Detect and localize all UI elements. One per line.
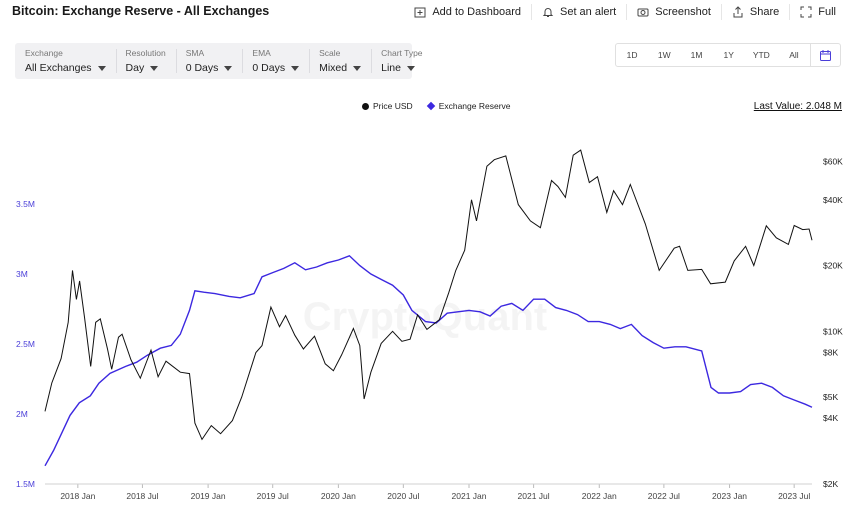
caret-down-icon [406,65,415,71]
left-tick-label: 1.5M [16,479,35,489]
diamond-marker-icon [426,101,435,111]
range-1m-button[interactable]: 1M [690,50,703,60]
set-alert-button[interactable]: Set an alert [530,4,626,20]
x-tick-label: 2019 Jan [191,491,226,501]
chart-canvas: CryptoQuant 2018 Jan 2018 Jul 2019 Jan 2019… [16,149,843,501]
page-title: Bitcoin: Exchange Reserve - All Exchange… [12,4,270,18]
exchange-select[interactable]: Exchange All Exchanges [15,43,116,79]
sma-select[interactable]: SMA 0 Days [175,43,243,79]
x-tick-label: 2018 Jul [126,491,158,501]
camera-icon [637,8,649,17]
header-bar: Bitcoin: Exchange Reserve - All Exchange… [0,0,850,24]
left-tick-label: 2.5M [16,339,35,349]
chart-type-select-label: Chart Type [381,48,423,58]
watermark: CryptoQuant [303,295,547,339]
circle-marker-icon [362,102,369,110]
exchange-select-label: Exchange [25,48,63,58]
left-tick-label: 3.5M [16,199,35,209]
scale-select-label: Scale [319,48,341,58]
resolution-select-value: Day [125,62,145,74]
right-tick-label: $5K [823,392,838,402]
add-to-dashboard-button[interactable]: Add to Dashboard [404,4,531,20]
x-axis: 2018 Jan 2018 Jul 2019 Jan 2019 Jul 2020 Jan… [45,483,812,501]
ema-select[interactable]: EMA 0 Days [242,43,309,79]
ema-select-label: EMA [252,48,271,58]
sma-select-value: 0 Days [185,62,219,74]
filter-bar: Exchange All Exchanges Resolution Day SM… [15,43,423,79]
series-line-exchange-reserve [44,254,813,467]
screenshot-label: Screenshot [655,6,711,18]
series-line-price-usd [44,149,813,441]
x-tick-label: 2020 Jul [387,491,419,501]
caret-down-icon [291,65,300,71]
resolution-select-label: Resolution [125,48,166,58]
x-tick-label: 2018 Jan [60,491,95,501]
right-tick-label: $10K [823,326,843,336]
fullscreen-label: Full [818,6,836,18]
chart-legend: Price USD Exchange Reserve [362,101,511,111]
caret-down-icon [353,65,362,71]
x-tick-label: 2021 Jul [518,491,550,501]
x-tick-label: 2022 Jul [648,491,680,501]
resolution-select[interactable]: Resolution Day [115,43,176,79]
bell-icon [542,8,554,17]
range-1y-button[interactable]: 1Y [723,50,734,60]
fullscreen-button[interactable]: Full [789,4,846,20]
right-y-axis: $2K $4K $5K $8K $10K $20K $40K $60K [823,156,843,489]
scale-select-value: Mixed [319,62,348,74]
header-actions: Add to Dashboard Set an alert Screenshot… [404,4,846,20]
time-range-selector: 1D 1W 1M 1Y YTD All [615,43,841,67]
chart-type-select-value: Line [381,62,401,74]
share-icon [733,6,743,18]
legend-label-price: Price USD [373,101,413,111]
left-tick-label: 2M [16,409,28,419]
left-tick-label: 3M [16,269,28,279]
right-tick-label: $8K [823,347,838,357]
right-tick-label: $60K [823,156,843,166]
chart-type-select[interactable]: Chart Type Line [371,43,432,79]
calendar-icon [820,49,832,61]
x-tick-label: 2020 Jan [321,491,356,501]
add-to-dashboard-label: Add to Dashboard [432,6,521,18]
ema-select-value: 0 Days [252,62,286,74]
x-tick-label: 2023 Jan [712,491,747,501]
range-1d-button[interactable]: 1D [626,50,638,60]
scale-select[interactable]: Scale Mixed [309,43,371,79]
add-dashboard-icon [414,7,426,18]
set-alert-label: Set an alert [559,6,617,18]
x-tick-label: 2022 Jan [582,491,617,501]
sma-select-label: SMA [185,48,205,58]
caret-down-icon [224,65,233,71]
x-tick-label: 2021 Jan [452,491,487,501]
fullscreen-icon [800,6,812,18]
last-value-link[interactable]: Last Value: 2.048 M [753,101,842,112]
caret-down-icon [150,65,159,71]
legend-item-price[interactable]: Price USD [362,101,413,111]
range-1w-button[interactable]: 1W [657,50,671,60]
x-tick-label: 2019 Jul [257,491,289,501]
date-picker-button[interactable] [810,44,840,66]
right-tick-label: $4K [823,413,838,423]
right-tick-label: $20K [823,261,843,271]
caret-down-icon [97,65,106,71]
x-tick-label: 2023 Jul [778,491,810,501]
range-all-button[interactable]: All [789,50,799,60]
right-tick-label: $2K [823,479,838,489]
legend-item-reserve[interactable]: Exchange Reserve [426,101,511,111]
legend-label-reserve: Exchange Reserve [438,101,511,111]
share-button[interactable]: Share [720,4,789,20]
left-y-axis: 1.5M 2M 2.5M 3M 3.5M [16,199,35,489]
screenshot-button[interactable]: Screenshot [626,4,721,20]
range-ytd-button[interactable]: YTD [752,50,770,60]
share-label: Share [749,6,780,18]
exchange-select-value: All Exchanges [25,62,92,74]
right-tick-label: $40K [823,195,843,205]
